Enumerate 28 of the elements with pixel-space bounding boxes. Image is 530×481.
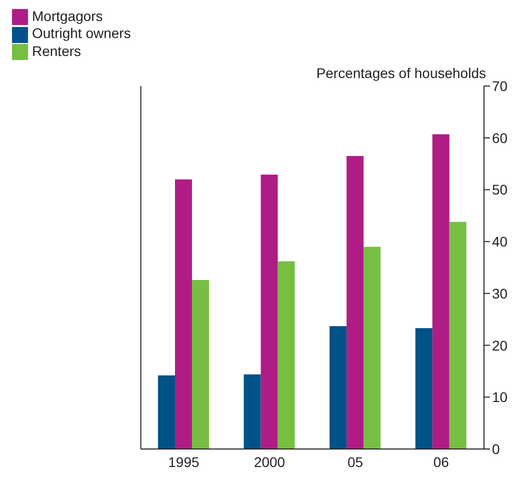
bar: [260, 174, 278, 449]
bar: [432, 134, 450, 449]
x-tick-label: 2000: [254, 454, 286, 470]
y-tick-label: 0: [492, 440, 500, 457]
bar: [158, 375, 175, 449]
y-tick-label: 70: [492, 78, 508, 94]
y-axis-title: Percentages of households: [316, 65, 486, 81]
bar: [449, 222, 466, 449]
x-tick-label: 06: [433, 454, 450, 470]
y-tick-label: 30: [492, 285, 508, 302]
y-tick-label: 40: [492, 234, 508, 250]
x-tick-label: 1995: [168, 454, 200, 470]
legend-label: Outright owners: [32, 25, 131, 42]
bar: [330, 326, 347, 449]
bar: [364, 246, 381, 449]
bar: [415, 328, 432, 449]
y-tick-label: 60: [492, 130, 508, 146]
y-tick-label: 10: [492, 389, 508, 406]
bar: [346, 156, 364, 449]
y-tick-label: 20: [492, 337, 508, 354]
x-tick-label: 05: [348, 454, 364, 470]
y-tick-label: 50: [492, 182, 508, 198]
legend-label: Mortgagors: [32, 8, 103, 24]
legend-label: Renters: [32, 42, 82, 59]
bar: [278, 261, 295, 449]
bar: [192, 280, 209, 449]
bar: [174, 179, 192, 449]
bar: [244, 374, 261, 449]
